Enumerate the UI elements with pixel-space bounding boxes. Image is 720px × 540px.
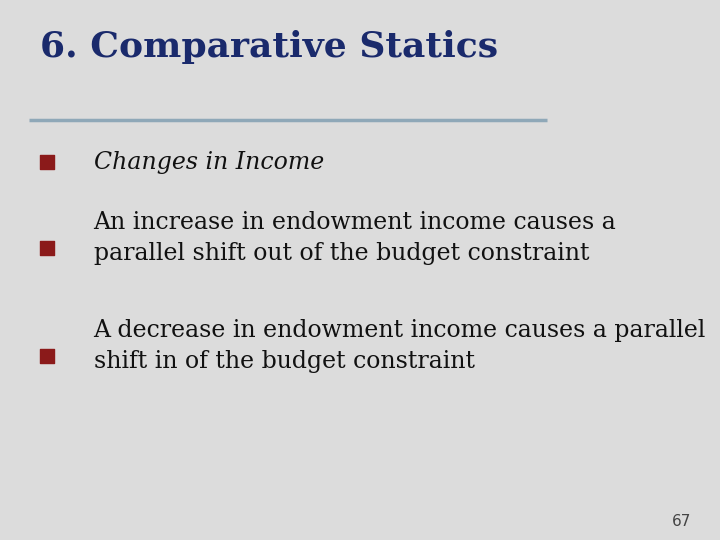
Text: Changes in Income: Changes in Income — [94, 151, 324, 173]
Text: An increase in endowment income causes a
parallel shift out of the budget constr: An increase in endowment income causes a… — [94, 211, 616, 265]
Text: 6. Comparative Statics: 6. Comparative Statics — [40, 30, 498, 64]
Point — [41, 352, 53, 361]
Point — [41, 244, 53, 253]
Point — [41, 158, 53, 166]
Text: 67: 67 — [672, 514, 691, 529]
Text: A decrease in endowment income causes a parallel
shift in of the budget constrai: A decrease in endowment income causes a … — [94, 319, 706, 373]
